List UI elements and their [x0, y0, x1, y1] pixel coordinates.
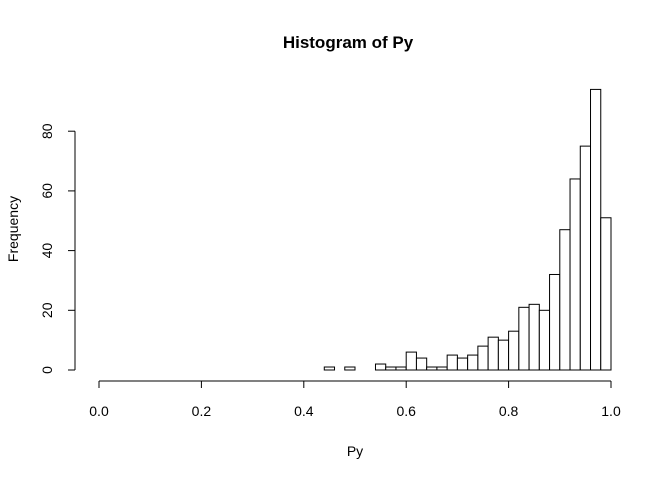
histogram-bar — [579, 145, 592, 371]
y-axis: 0 20 40 60 80 — [39, 123, 76, 374]
x-tick-label: 0.0 — [89, 403, 109, 419]
histogram-bar — [477, 345, 489, 371]
y-tick-label: 20 — [39, 302, 55, 318]
histogram-bar — [538, 309, 551, 371]
histogram-bar — [569, 178, 581, 371]
x-axis: 0.0 0.2 0.4 0.6 0.8 1.0 — [89, 380, 621, 419]
histogram-bar — [600, 217, 612, 371]
histogram-bar — [415, 357, 428, 371]
x-tick-label: 0.6 — [396, 403, 416, 419]
histogram-bar — [508, 330, 520, 371]
x-tick-label: 0.2 — [192, 403, 212, 419]
histogram-bar — [590, 88, 602, 371]
histogram-bar — [559, 229, 571, 371]
y-tick-label: 40 — [39, 243, 55, 259]
y-axis-label: Frequency — [5, 196, 21, 262]
x-tick-label: 0.4 — [294, 403, 314, 419]
histogram-bar — [497, 339, 510, 371]
histogram-bar — [344, 366, 356, 371]
histogram-bar — [385, 366, 397, 371]
histogram-bars — [323, 88, 612, 371]
histogram-bar — [395, 366, 407, 371]
histogram-bar — [549, 273, 561, 371]
histogram-bar — [446, 354, 458, 371]
chart-title: Histogram of Py — [283, 33, 414, 52]
x-tick-label: 1.0 — [601, 403, 621, 419]
histogram-bar — [456, 357, 469, 371]
histogram-bar — [405, 351, 417, 371]
x-axis-label: Py — [347, 443, 363, 459]
y-tick-label: 80 — [39, 123, 55, 139]
histogram-bar — [374, 363, 387, 371]
histogram-bar — [436, 366, 448, 371]
y-tick-label: 0 — [39, 366, 55, 374]
histogram-bar — [467, 354, 479, 371]
histogram-bar — [528, 303, 540, 371]
y-tick-label: 60 — [39, 183, 55, 199]
histogram-bar — [323, 366, 336, 371]
histogram-bar — [426, 366, 438, 371]
x-tick-label: 0.8 — [499, 403, 519, 419]
histogram-bar — [487, 336, 499, 371]
histogram-bar — [518, 306, 530, 371]
